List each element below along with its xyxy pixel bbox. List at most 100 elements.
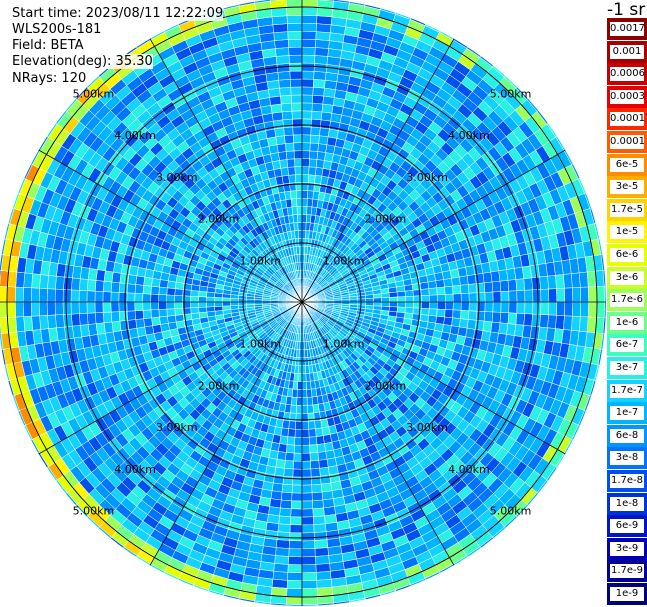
ppi-cell [295, 174, 303, 183]
ppi-cell [373, 297, 382, 303]
ppi-cell [245, 301, 255, 306]
ppi-cell [118, 292, 128, 303]
ppi-cell [166, 301, 175, 310]
ppi-cell [436, 308, 446, 318]
ppi-cell [547, 275, 557, 290]
ppi-cell [297, 222, 303, 231]
ppi-cell [539, 314, 549, 329]
ppi-cell [276, 63, 291, 73]
ppi-cell [292, 134, 303, 144]
ppi-cell [22, 301, 32, 317]
ppi-cell [563, 273, 573, 289]
ppi-cell [292, 214, 299, 224]
ppi-cell [499, 312, 510, 324]
ppi-cell [290, 94, 303, 104]
ppi-cell [540, 288, 550, 303]
colorbar-cell: 1e-9 [607, 583, 647, 605]
ppi-cell [283, 468, 294, 478]
ppi-cell [405, 301, 414, 309]
ppi-cell [271, 15, 288, 26]
colorbar-tick-label: 3e-6 [610, 270, 644, 285]
ppi-cell [273, 563, 289, 573]
ppi-cell [476, 301, 486, 312]
ppi-cell [15, 286, 24, 303]
ppi-cell [288, 46, 303, 56]
ppi-cell [151, 316, 161, 326]
ppi-cell [301, 54, 316, 64]
ppi-cell [198, 306, 208, 314]
ppi-cell [110, 301, 120, 313]
colorbar-cell: 1e-8 [607, 492, 647, 515]
colorbar-tick-label: 0.00017 [610, 112, 647, 127]
ppi-cell [297, 230, 303, 239]
colorbar-tick-label: 6e-7 [610, 338, 644, 353]
ppi-cell [292, 460, 303, 470]
ppi-cell [86, 301, 96, 314]
ppi-cell [46, 301, 56, 316]
ppi-cell [279, 86, 292, 97]
ppi-cell [308, 420, 316, 430]
ppi-cell [555, 274, 565, 289]
ppi-cell [380, 292, 390, 299]
ppi-cell [532, 289, 542, 303]
range-ring-label: 1.00km [323, 338, 365, 351]
ppi-cell [548, 301, 558, 316]
ppi-cell [275, 47, 290, 57]
ppi-cell [30, 287, 40, 303]
ppi-cell [276, 451, 287, 461]
ppi-cell [142, 285, 152, 295]
ppi-cell [444, 293, 454, 303]
ppi-cell [292, 468, 303, 478]
ppi-cell [214, 297, 223, 303]
ppi-cell [311, 102, 324, 113]
ppi-cell [452, 285, 462, 295]
ppi-cell [293, 444, 303, 454]
ppi-cell [288, 548, 303, 558]
colorbar-cell: 6e-5 [607, 153, 647, 176]
ppi-cell [190, 295, 199, 303]
ppi-cell [301, 22, 317, 32]
ppi-cell [547, 314, 557, 329]
ppi-cell [71, 277, 81, 291]
ppi-cell [305, 373, 311, 382]
ppi-cell [134, 284, 144, 294]
ppi-cell [94, 290, 104, 303]
ppi-cell [491, 311, 502, 324]
ppi-cell [295, 190, 303, 199]
ppi-cell [308, 428, 317, 438]
ppi-cell [468, 283, 478, 294]
ppi-cell [572, 301, 582, 317]
ppi-cell [46, 288, 56, 303]
ppi-cell [70, 289, 80, 303]
ppi-cell [290, 78, 303, 88]
ppi-cell [276, 143, 287, 153]
ppi-cell [490, 270, 501, 283]
ppi-cell [524, 301, 534, 315]
ppi-cell [292, 118, 303, 128]
colorbar-tick-label: 0.0001 [610, 135, 645, 149]
ppi-cell [396, 290, 406, 298]
ppi-cell [301, 405, 309, 414]
ppi-cell [314, 55, 329, 65]
ppi-cell [167, 315, 177, 324]
ppi-cell [287, 166, 296, 176]
ppi-cell [301, 126, 312, 136]
ppi-cell [15, 316, 26, 333]
ppi-cell [238, 301, 247, 306]
ppi-cell [206, 296, 215, 303]
ppi-cell [301, 381, 307, 390]
ppi-cell [436, 294, 446, 303]
ppi-cell [483, 281, 494, 293]
ppi-cell [38, 301, 48, 317]
ppi-cell [214, 301, 223, 307]
range-ring-label: 4.00km [114, 129, 156, 142]
ppi-cell [556, 301, 566, 317]
ppi-cell [397, 296, 406, 303]
ppi-cell [308, 166, 317, 176]
ppi-cell [296, 198, 303, 207]
ppi-cell [500, 301, 510, 314]
ppi-cell [143, 276, 153, 287]
ppi-cell [284, 460, 294, 470]
ppi-cell [312, 507, 325, 518]
